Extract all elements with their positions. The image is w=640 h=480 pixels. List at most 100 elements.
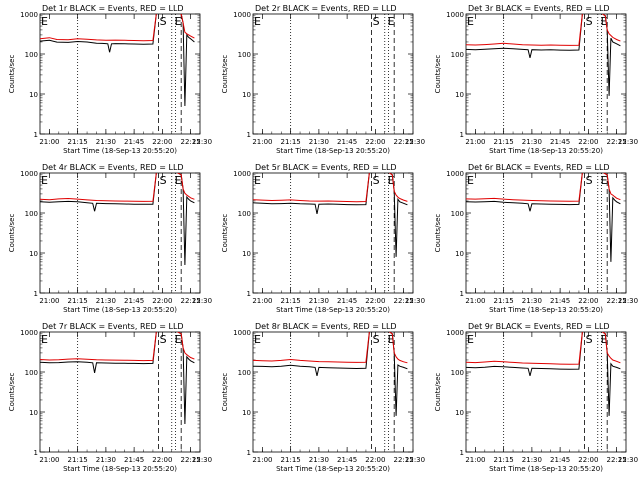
x-tick-label: 22:15 <box>393 456 413 464</box>
y-tick-label: 100 <box>451 210 464 218</box>
y-tick-label: 10 <box>29 250 38 258</box>
y-tick-label: 100 <box>238 210 251 218</box>
y-tick-label: 10 <box>29 409 38 417</box>
y-axis-label: Counts/sec <box>221 214 229 253</box>
events-series-line <box>40 14 195 107</box>
plot-frame <box>465 331 627 453</box>
panel-2: Det 2r BLACK = Events, RED = LLD 1 10 100 10… <box>221 4 425 155</box>
x-axis-label: Start Time (18-Sep-13 20:55:20) <box>489 147 603 155</box>
x-axis-label: Start Time (18-Sep-13 20:55:20) <box>276 465 390 473</box>
segment-marker-label: E <box>175 15 182 28</box>
y-tick-label: 100 <box>451 369 464 377</box>
panel-4: Det 4r BLACK = Events, RED = LLD 1 10 100 10… <box>8 163 212 314</box>
segment-marker-label: S <box>373 15 380 28</box>
panel-6: Det 6r BLACK = Events, RED = LLD 1 10 100 10… <box>434 163 638 314</box>
y-tick-label: 100 <box>25 369 38 377</box>
x-axis-label: Start Time (18-Sep-13 20:55:20) <box>63 147 177 155</box>
x-tick-label: 22:00 <box>578 138 598 146</box>
segment-marker-label: E <box>601 15 608 28</box>
y-tick-label: 10 <box>29 91 38 99</box>
events-series-line <box>466 332 621 416</box>
y-axis-label: Counts/sec <box>8 214 16 253</box>
y-tick-label: 1 <box>460 131 464 139</box>
y-axis-label: Counts/sec <box>434 214 442 253</box>
panel-title: Det 3r BLACK = Events, RED = LLD <box>468 4 610 13</box>
panel-title: Det 4r BLACK = Events, RED = LLD <box>42 163 184 172</box>
x-tick-label: 21:45 <box>124 138 144 146</box>
panel-title: Det 7r BLACK = Events, RED = LLD <box>42 322 184 331</box>
x-tick-label: 21:15 <box>281 297 301 305</box>
events-series-line <box>253 332 408 416</box>
segment-marker-label: E <box>467 174 474 187</box>
lld-series-line <box>40 14 195 42</box>
x-axis-label: Start Time (18-Sep-13 20:55:20) <box>489 306 603 314</box>
x-tick-label: 21:45 <box>550 297 570 305</box>
segment-marker-label: E <box>601 174 608 187</box>
x-tick-label: 21:15 <box>494 456 514 464</box>
x-tick-label: 22:15 <box>180 297 200 305</box>
lld-series-line <box>253 173 408 203</box>
y-tick-label: 1000 <box>446 170 464 178</box>
y-tick-label: 1000 <box>20 11 38 19</box>
x-tick-label: 22:00 <box>365 456 385 464</box>
lld-series-line <box>466 14 621 46</box>
y-axis-label: Counts/sec <box>434 55 442 94</box>
x-tick-label: 22:30 <box>618 456 638 464</box>
x-tick-label: 21:00 <box>252 456 272 464</box>
x-tick-label: 22:30 <box>405 456 425 464</box>
segment-marker-label: E <box>254 15 261 28</box>
x-tick-label: 22:00 <box>365 297 385 305</box>
y-tick-label: 1 <box>247 131 251 139</box>
y-tick-label: 10 <box>242 91 251 99</box>
segment-marker-label: S <box>373 333 380 346</box>
x-tick-label: 21:30 <box>309 297 329 305</box>
y-tick-label: 1 <box>247 290 251 298</box>
y-tick-label: 10 <box>455 91 464 99</box>
x-tick-label: 21:15 <box>281 138 301 146</box>
x-tick-label: 22:30 <box>192 297 212 305</box>
panel-title: Det 6r BLACK = Events, RED = LLD <box>468 163 610 172</box>
segment-marker-label: E <box>467 333 474 346</box>
panel-8: Det 8r BLACK = Events, RED = LLD 1 10 100 10… <box>221 322 425 473</box>
plot-frame <box>465 172 627 294</box>
x-axis-label: Start Time (18-Sep-13 20:55:20) <box>63 306 177 314</box>
x-tick-label: 22:15 <box>606 456 626 464</box>
segment-marker-label: E <box>601 333 608 346</box>
panel-title: Det 9r BLACK = Events, RED = LLD <box>468 322 610 331</box>
x-tick-label: 21:30 <box>309 456 329 464</box>
y-tick-label: 1000 <box>20 170 38 178</box>
x-tick-label: 22:15 <box>180 456 200 464</box>
y-tick-label: 1 <box>34 131 38 139</box>
segment-marker-label: E <box>254 174 261 187</box>
y-tick-label: 1000 <box>233 11 251 19</box>
x-tick-label: 22:00 <box>578 456 598 464</box>
x-tick-label: 22:30 <box>405 138 425 146</box>
panel-title: Det 8r BLACK = Events, RED = LLD <box>255 322 397 331</box>
x-tick-label: 21:30 <box>96 456 116 464</box>
panel-9: Det 9r BLACK = Events, RED = LLD 1 10 100 10… <box>434 322 638 473</box>
segment-marker-label: E <box>467 15 474 28</box>
y-tick-label: 10 <box>242 250 251 258</box>
x-tick-label: 22:15 <box>393 138 413 146</box>
y-tick-label: 10 <box>455 409 464 417</box>
panel-title: Det 2r BLACK = Events, RED = LLD <box>255 4 397 13</box>
y-axis-label: Counts/sec <box>434 373 442 412</box>
y-tick-label: 1 <box>460 449 464 457</box>
plot-frame <box>252 172 414 294</box>
segment-marker-label: E <box>388 174 395 187</box>
lld-series-line <box>40 332 195 362</box>
x-tick-label: 21:45 <box>550 138 570 146</box>
events-series-line <box>253 173 408 257</box>
x-tick-label: 22:00 <box>152 456 172 464</box>
x-tick-label: 21:30 <box>522 456 542 464</box>
x-tick-label: 21:45 <box>337 297 357 305</box>
x-tick-label: 21:30 <box>522 138 542 146</box>
x-tick-label: 21:15 <box>68 297 88 305</box>
x-tick-label: 21:00 <box>252 297 272 305</box>
segment-marker-label: S <box>586 174 593 187</box>
x-tick-label: 22:00 <box>152 138 172 146</box>
segment-marker-label: E <box>388 333 395 346</box>
y-tick-label: 100 <box>451 51 464 59</box>
x-tick-label: 21:45 <box>124 456 144 464</box>
events-series-line <box>466 14 621 96</box>
